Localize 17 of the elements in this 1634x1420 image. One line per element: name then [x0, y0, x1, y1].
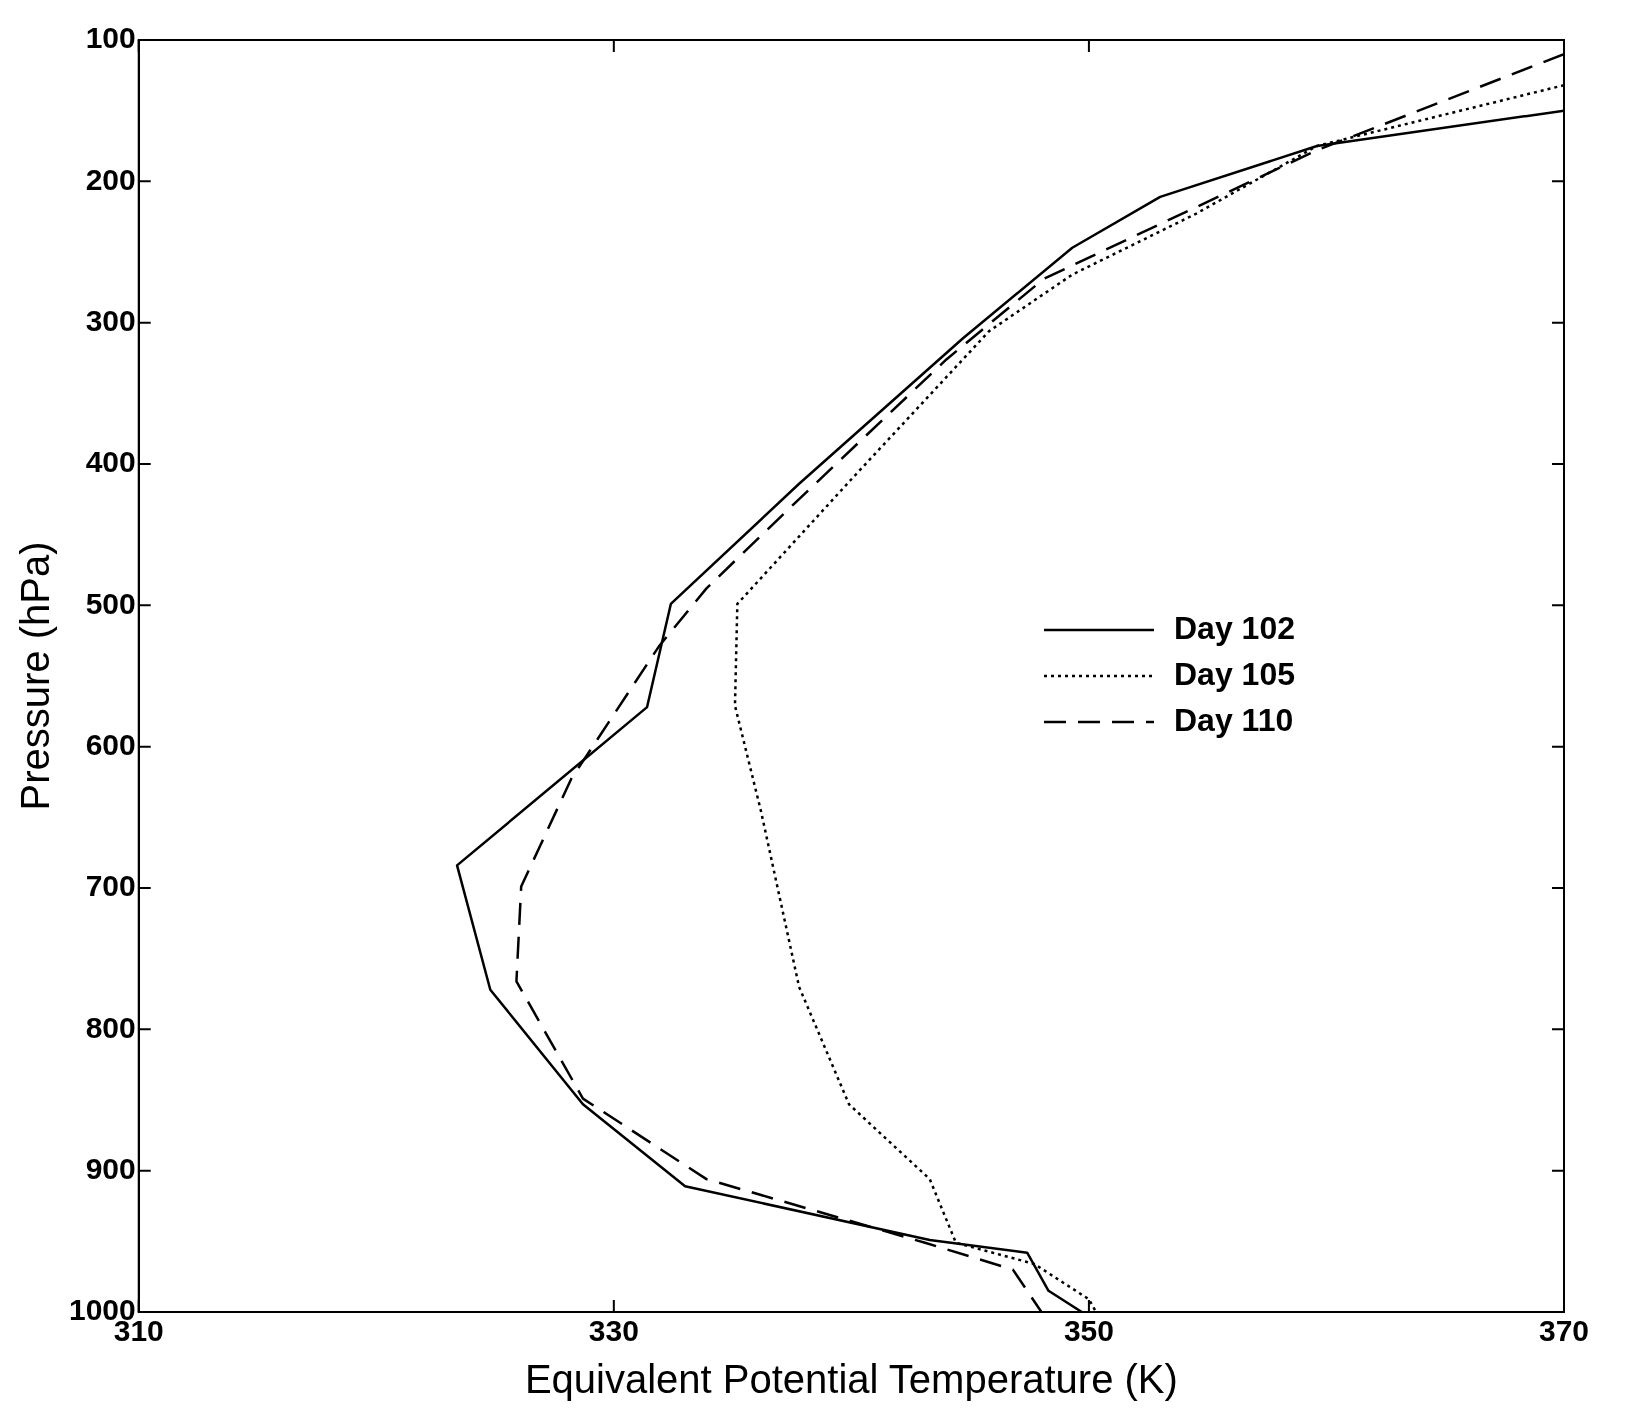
y-tick-label: 900: [85, 1151, 136, 1185]
y-tick-label: 700: [85, 869, 136, 903]
y-tick-label: 600: [85, 727, 136, 761]
y-tick-label: 500: [85, 586, 136, 620]
y-tick-label: 200: [85, 162, 136, 196]
y-axis-title: Pressure (hPa): [13, 541, 58, 811]
y-tick-label: 800: [85, 1010, 136, 1044]
x-tick-label: 370: [1538, 1314, 1590, 1348]
x-axis-title: Equivalent Potential Temperature (K): [524, 1357, 1178, 1402]
legend-label: Day 102: [1174, 609, 1295, 646]
x-tick-label: 350: [1063, 1314, 1114, 1348]
y-tick-label: 300: [85, 303, 136, 337]
legend-label: Day 105: [1174, 655, 1295, 692]
y-tick-label: 100: [85, 21, 136, 55]
y-tick-label: 400: [85, 445, 136, 479]
x-tick-label: 330: [588, 1314, 639, 1348]
legend-label: Day 110: [1174, 701, 1294, 738]
